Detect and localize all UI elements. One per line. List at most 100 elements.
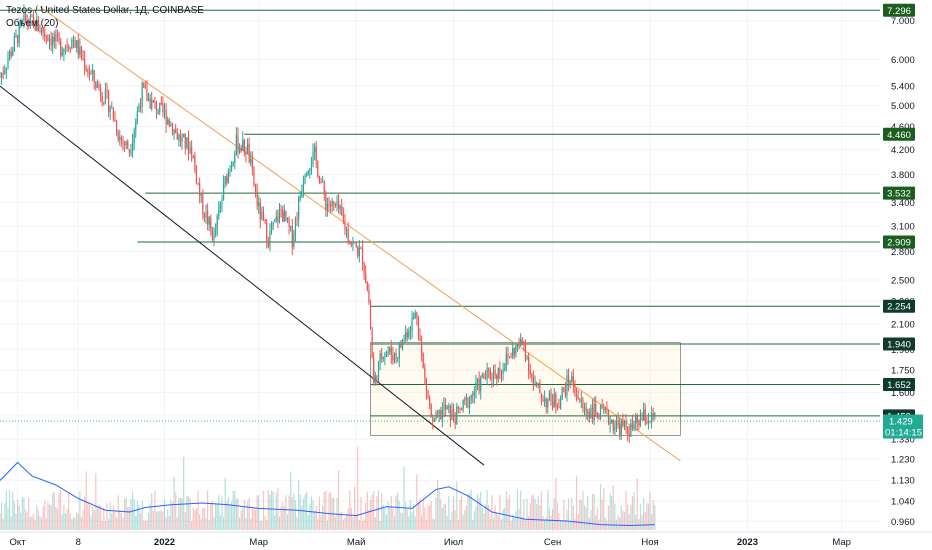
candle-body [120, 137, 122, 141]
candle-body [452, 409, 455, 419]
volume-bar [120, 512, 122, 530]
candle-body [44, 32, 46, 36]
candle-body [210, 217, 212, 229]
volume-bar [424, 507, 426, 530]
candle-body [398, 343, 400, 359]
candle-body [95, 81, 97, 88]
volume-bar [411, 512, 413, 530]
candle-body [290, 226, 292, 228]
volume-bar [500, 519, 503, 530]
candle-body [213, 233, 215, 241]
volume-bar [222, 517, 225, 530]
candle-body [197, 182, 199, 184]
volume-bar [350, 507, 352, 530]
volume-bar [82, 509, 84, 530]
volume-bar [494, 505, 496, 530]
volume-bar [261, 520, 263, 530]
candle-body [352, 242, 354, 246]
volume-bar [104, 520, 107, 530]
candle-body [203, 214, 206, 218]
candle-body [400, 343, 402, 348]
candle-body [475, 382, 477, 393]
candle-body [122, 140, 124, 143]
volume-bar [175, 492, 177, 530]
candle-body [98, 84, 100, 89]
candle-body [128, 149, 130, 153]
volume-bar [122, 517, 124, 530]
volume-bar [422, 499, 424, 530]
candle-body [575, 395, 578, 397]
volume-bar [643, 498, 645, 530]
candle-body [342, 214, 344, 221]
candle-body [79, 46, 81, 55]
volume-bar [499, 495, 501, 530]
volume-bar [413, 503, 415, 530]
volume-bar [230, 501, 233, 530]
candle-body [125, 141, 127, 145]
candle-body [205, 211, 207, 218]
volume-bar [337, 470, 340, 530]
volume-bar [248, 497, 250, 530]
candle-body [470, 394, 472, 401]
volume-bar [448, 496, 450, 530]
candle-body [355, 242, 357, 248]
candle-body [80, 46, 83, 59]
candle-body [524, 343, 527, 359]
candle-body [40, 27, 43, 33]
volume-bar [52, 493, 54, 530]
candle-body [437, 413, 439, 415]
candle-body [339, 205, 341, 209]
candle-body [45, 35, 47, 37]
volume-bar [631, 495, 634, 530]
volume-bar [361, 520, 364, 530]
candle-body [531, 373, 533, 378]
volume-bar [74, 516, 76, 530]
volume-indicator-label[interactable]: Объем (20) [6, 18, 59, 29]
volume-bar [77, 513, 79, 530]
volume-bar [544, 519, 546, 530]
volume-bar [454, 510, 456, 530]
volume-bar [609, 493, 611, 530]
candle-body [427, 390, 429, 398]
volume-bar [210, 503, 212, 530]
volume-bar [480, 491, 482, 530]
candle-body [630, 423, 632, 437]
volume-bar [596, 507, 598, 530]
volume-bar [599, 484, 602, 530]
volume-bar [357, 447, 359, 530]
candle-body [282, 209, 284, 222]
volume-bar [115, 517, 118, 530]
volume-bar [617, 515, 619, 530]
candle-body [422, 353, 424, 368]
candle-body [266, 221, 268, 243]
candle-body [147, 98, 150, 101]
volume-bar [363, 519, 365, 530]
candle-body [505, 354, 507, 369]
volume-bar [176, 517, 178, 530]
candle-body [483, 374, 485, 379]
candle-body [363, 263, 365, 274]
volume-bar [189, 497, 191, 530]
candle-body [310, 165, 313, 170]
level-tag-label: 1.652 [887, 380, 911, 391]
volume-bar [163, 499, 166, 530]
candle-body [638, 422, 640, 426]
candle-body [358, 247, 360, 257]
level-tag-label: 2.254 [887, 302, 911, 313]
volume-bar [76, 512, 78, 530]
volume-bar [326, 520, 329, 530]
candle-body [631, 423, 634, 429]
volume-bar [5, 490, 7, 530]
volume-bar [630, 505, 632, 530]
candle-body [63, 48, 65, 53]
volume-bar [44, 500, 46, 530]
candle-body [548, 392, 551, 399]
volume-bar [4, 503, 6, 530]
candle-body [462, 399, 464, 410]
volume-bar [532, 494, 535, 530]
candle-body [53, 36, 55, 42]
candle-body [167, 119, 169, 124]
time-tick-label: 2022 [154, 537, 175, 548]
candle-body [456, 407, 458, 425]
